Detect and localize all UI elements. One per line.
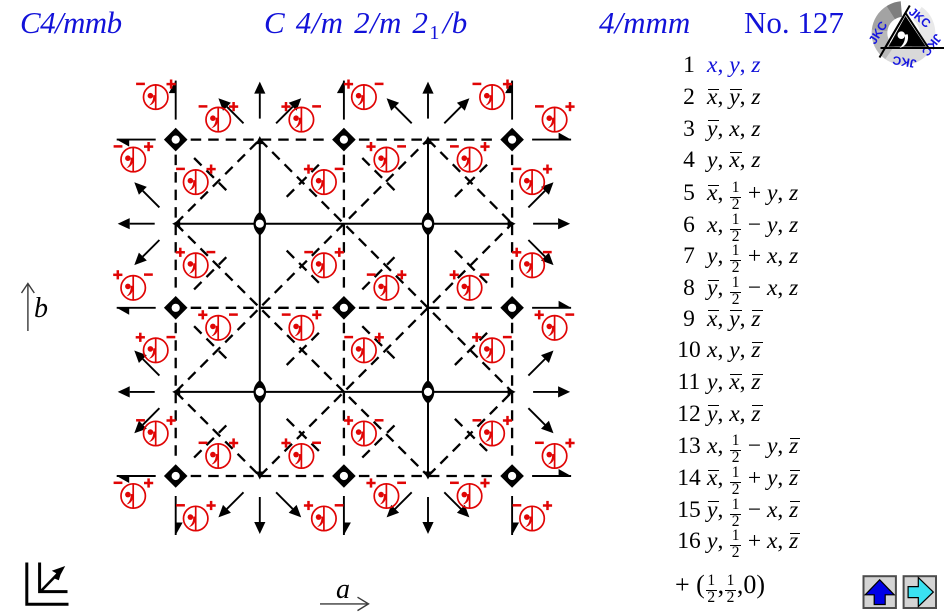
- svg-text:a: a: [336, 574, 350, 605]
- svg-text:JKC: JKC: [891, 53, 917, 71]
- svg-text:b: b: [34, 293, 48, 324]
